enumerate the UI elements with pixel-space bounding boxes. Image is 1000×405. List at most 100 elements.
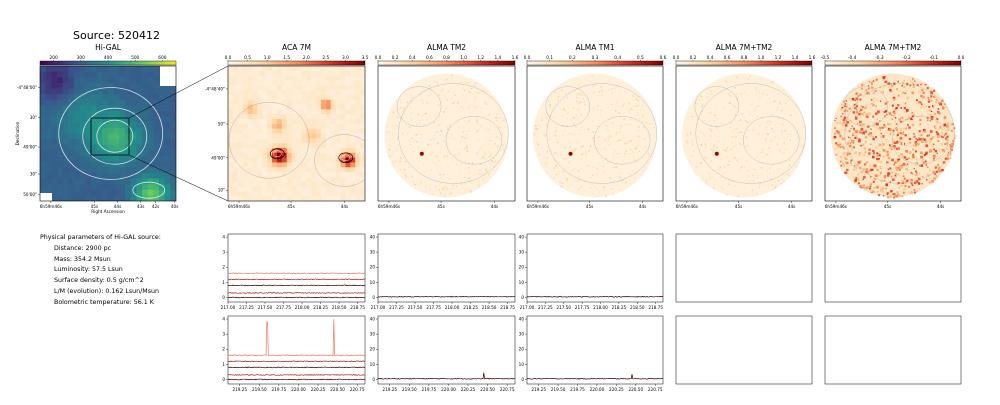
panel-title: ALMA 7M+TM2 (865, 43, 922, 52)
colorbar-tick-label: 1.6 (512, 55, 519, 61)
panel-title: ALMA TM2 (427, 43, 466, 52)
spectrum-panel-9 (824, 315, 962, 385)
image-panel-1: ACA 7M 0.0 0.5 1.0 1.5 2.0 2.5 3.0 3.5 6h59m46s 45… (205, 43, 369, 209)
contour (269, 148, 285, 160)
spectrum-line (227, 292, 366, 294)
contour (445, 116, 503, 165)
y-tick-label: 0 (521, 295, 524, 300)
x-tick-label: 43s (137, 204, 145, 209)
x-tick-label: 45s (437, 204, 445, 209)
colorbar-tick-label: -0.4 (848, 55, 857, 61)
spectrum-line (227, 378, 366, 381)
spectrum-panel-3 (675, 233, 813, 303)
x-tick-label: 220.00 (291, 387, 306, 392)
x-tick-label: 217.25 (389, 305, 404, 310)
x-tick-label: 44s (114, 204, 122, 209)
colorbar-tick-label: 2.5 (322, 55, 329, 61)
image-area (825, 66, 961, 201)
y-tick-label: 0 (222, 377, 225, 382)
panel-frame (824, 65, 962, 202)
spectrum-panel-0: 0 1 2 3 4 217.00 217.25 217.50 217.75 218.00 218.2… (221, 233, 366, 310)
image-area (228, 66, 365, 201)
x-tick-label: 219.25 (531, 387, 546, 392)
x-tick-label: 44s (788, 204, 796, 209)
spectrum-frame (377, 315, 516, 385)
colorbar-tick-label: 200 (49, 55, 57, 61)
colorbar-tick-label: 300 (77, 55, 85, 61)
colorbar-tick-label: 1.2 (775, 55, 782, 61)
contour (694, 86, 740, 127)
contour (228, 102, 310, 179)
contour (96, 119, 134, 153)
x-tick-label: 45s (287, 204, 295, 209)
colorbar-tick-label: 1.4 (494, 55, 501, 61)
x-tick-label: 218.75 (500, 305, 515, 310)
y-tick-label: 30" (30, 172, 37, 177)
colorbar-tick-label: 0.0 (375, 55, 382, 61)
x-tick-label: 45s (586, 204, 594, 209)
param-mass: Mass: 354.2 Msun (54, 255, 111, 263)
spectrum-line (526, 374, 664, 380)
x-tick-label: 219.50 (402, 387, 417, 392)
x-tick-label: 217.50 (408, 305, 423, 310)
x-tick-label: 44s (937, 204, 945, 209)
x-tick-label: 6h59m46s (825, 204, 847, 209)
param-luminosity: Luminosity: 57.5 Lsun (54, 266, 123, 274)
spectrum-line (227, 360, 366, 363)
x-tick-label: 217.25 (538, 305, 553, 310)
contour (742, 116, 800, 165)
spectrum-frame (824, 233, 962, 303)
panel-title: ACA 7M (282, 43, 311, 52)
spectrum-frame (526, 233, 664, 303)
colorbar-tick-label: 0.6 (426, 55, 433, 61)
colorbar-tick-label: 0.3 (592, 55, 599, 61)
y-tick-label: -4°48'40" (205, 86, 225, 91)
spectrum-line (227, 318, 366, 357)
colorbar (675, 60, 813, 66)
x-tick-label: 220.50 (480, 387, 495, 392)
colorbar-tick-label: 0.5 (637, 55, 644, 61)
y-tick-label: 10 (519, 280, 525, 285)
panel-frame (227, 65, 366, 202)
y-tick-label: 1 (222, 280, 225, 285)
y-tick-label: 49'00" (23, 145, 37, 150)
y-tick-label: 40 (370, 317, 376, 322)
x-tick-label: 219.50 (551, 387, 566, 392)
x-tick-label: 218.25 (313, 305, 328, 310)
colorbar-tick-label: 400 (104, 55, 112, 61)
spectrum-line (227, 278, 366, 281)
source-parameters: Physical parameters of Hi-GAL source: Di… (40, 233, 161, 309)
param-lm-ratio: L/M (evolution): 0.162 Lsun/Msun (54, 287, 159, 295)
y-tick-label: 30 (519, 332, 525, 337)
x-tick-label: 218.00 (593, 305, 608, 310)
x-tick-label: 219.75 (422, 387, 437, 392)
y-tick-label: 30 (370, 250, 376, 255)
param-bolometric-temp: Bolometric temperature: 56.1 K (54, 298, 154, 306)
x-tick-label: 42s (152, 204, 160, 209)
x-tick-label: 220.00 (441, 387, 456, 392)
x-tick-label: 217.75 (575, 305, 590, 310)
y-tick-label: 0 (222, 295, 225, 300)
image-panel-4: ALMA 7M+TM2 0.0 0.2 0.4 0.6 0.8 1.0 1.2 1.4 1.6 6h… (673, 43, 816, 209)
contour (398, 83, 509, 184)
contour (82, 107, 148, 165)
colorbar (227, 60, 366, 66)
x-tick-label: 217.50 (556, 305, 571, 310)
colorbar-tick-label: 1.4 (792, 55, 799, 61)
spectrum-frame (824, 315, 962, 385)
x-tick-label: 220.25 (311, 387, 326, 392)
contour (891, 116, 949, 165)
image-area (40, 66, 176, 201)
figure-title: Source: 520412 (73, 29, 160, 42)
colorbar-tick-label: 0.6 (724, 55, 731, 61)
colorbar-tick-label: 0.4 (707, 55, 714, 61)
colorbar-tick-label: 0.4 (614, 55, 621, 61)
spectrum-line (227, 366, 366, 369)
x-tick-label: 45s (884, 204, 892, 209)
y-tick-label: 0 (372, 295, 375, 300)
colorbar (526, 60, 664, 66)
image-panel-5: ALMA 7M+TM2 -0.5 -0.4 -0.3 -0.2 -0.1 0.0 6h59m4… (821, 43, 965, 209)
x-tick-label: 6h59m46s (676, 204, 698, 209)
y-tick-label: 40 (370, 235, 376, 240)
